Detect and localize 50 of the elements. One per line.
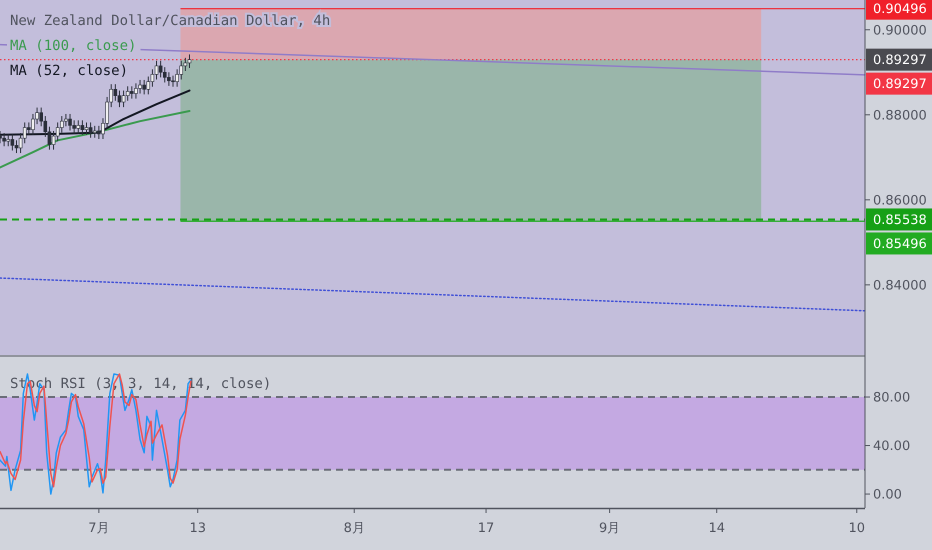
- text: MA (52, close): [10, 63, 128, 79]
- candlestick: [68, 113, 72, 132]
- candlestick: [92, 125, 97, 138]
- y-tick-label: 0.90000: [873, 23, 927, 38]
- candlestick: [84, 122, 88, 136]
- y-tick-label: 0.86000: [873, 193, 927, 208]
- x-tick-label: 14: [708, 521, 725, 536]
- x-tick-label: 9月: [598, 521, 620, 536]
- y-tick-label: 80.00: [873, 390, 910, 406]
- candlestick: [146, 76, 150, 95]
- candlestick: [88, 122, 92, 138]
- candlestick: [80, 120, 84, 136]
- candlestick: [188, 54, 192, 69]
- ref-line-label: 0.89297: [873, 77, 927, 92]
- y-tick-label: 0.88000: [873, 108, 927, 124]
- candlestick: [138, 79, 142, 94]
- candlestick: [72, 120, 76, 134]
- candlestick: [2, 132, 6, 147]
- candlestick: [97, 125, 101, 140]
- candlestick: [122, 90, 126, 108]
- candlestick: [184, 57, 188, 72]
- candlestick: [179, 60, 184, 80]
- candlestick: [162, 66, 167, 83]
- candlestick: [27, 122, 31, 136]
- text: 0.89297: [873, 53, 927, 68]
- ref-line-label: 0.90496: [873, 2, 927, 18]
- candlestick: [76, 120, 80, 134]
- candlestick: [134, 82, 138, 100]
- x-tick-label: 7月: [88, 521, 110, 536]
- x-tick-label: 8月: [344, 521, 365, 536]
- candlestick: [142, 79, 146, 95]
- candlestick: [56, 122, 60, 142]
- x-tick-label: 10: [848, 521, 866, 536]
- x-tick-label: 17: [478, 521, 494, 536]
- candlestick: [114, 84, 118, 102]
- candlestick: [126, 86, 130, 102]
- x-tick-label: 13: [189, 521, 206, 536]
- candlestick: [60, 116, 64, 134]
- candlestick: [158, 60, 162, 78]
- candlestick: [6, 134, 10, 147]
- y-tick-label: 0.00: [873, 488, 902, 503]
- y-tick-label: 40.00: [873, 439, 910, 454]
- y-tick-label: 0.84000: [873, 278, 927, 294]
- candlestick: [130, 86, 134, 100]
- text: New Zealand Dollar/Canadian Dollar, 4h: [10, 13, 330, 29]
- candlestick: [171, 75, 175, 88]
- ref-line-label: 0.85496: [873, 237, 927, 252]
- text: MA (100, close): [10, 38, 136, 54]
- candlestick: [10, 134, 14, 152]
- ref-line-label: 0.85538: [873, 213, 927, 228]
